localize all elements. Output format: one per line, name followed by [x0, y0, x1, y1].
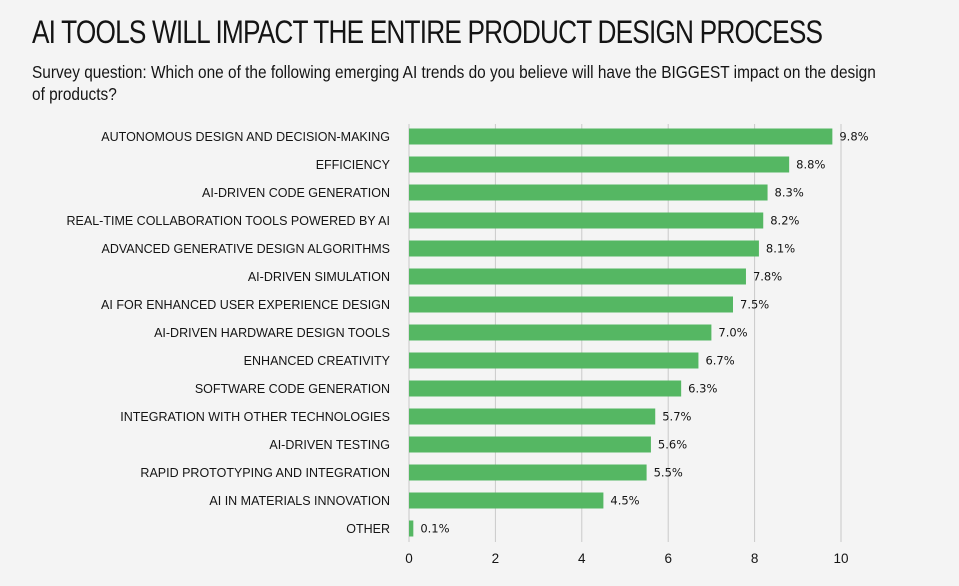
bar — [409, 240, 759, 257]
category-label: SOFTWARE CODE GENERATION — [195, 382, 390, 396]
x-axis-ticks: 0 2 4 6 8 10 — [405, 551, 848, 566]
category-label: AI IN MATERIALS INNOVATION — [209, 494, 390, 508]
category-label: REAL-TIME COLLABORATION TOOLS POWERED BY… — [67, 214, 390, 228]
category-labels: AUTONOMOUS DESIGN AND DECISION-MAKING EFF… — [67, 130, 391, 536]
bar — [409, 156, 790, 173]
category-label: RAPID PROTOTYPING AND INTEGRATION — [140, 466, 390, 480]
x-tick-label: 8 — [751, 551, 759, 566]
value-label: 5.7% — [662, 410, 691, 424]
bar — [409, 352, 699, 369]
x-tick-label: 6 — [664, 551, 672, 566]
value-label: 8.1% — [766, 242, 795, 256]
value-label: 9.8% — [839, 130, 868, 144]
value-label: 4.5% — [610, 494, 639, 508]
category-label: INTEGRATION WITH OTHER TECHNOLOGIES — [120, 410, 390, 424]
chart-subtitle: Survey question: Which one of the follow… — [32, 62, 876, 104]
bar — [409, 464, 647, 481]
bar — [409, 296, 733, 313]
category-label: AI-DRIVEN TESTING — [269, 438, 390, 452]
bar — [409, 268, 746, 285]
category-label: AI-DRIVEN HARDWARE DESIGN TOOLS — [154, 326, 390, 340]
bar — [409, 128, 833, 145]
bar — [409, 520, 414, 537]
value-label: 8.2% — [770, 214, 799, 228]
category-label: AI FOR ENHANCED USER EXPERIENCE DESIGN — [101, 298, 390, 312]
bar — [409, 436, 651, 453]
x-tick-label: 0 — [405, 551, 413, 566]
bars — [409, 128, 833, 537]
category-label: AI-DRIVEN SIMULATION — [248, 270, 390, 284]
value-label: 6.3% — [688, 382, 717, 396]
category-label: ENHANCED CREATIVITY — [244, 354, 391, 368]
value-label: 5.6% — [658, 438, 687, 452]
bar — [409, 492, 604, 509]
category-label: AI-DRIVEN CODE GENERATION — [202, 186, 390, 200]
x-tick-label: 4 — [578, 551, 586, 566]
value-label: 5.5% — [654, 466, 683, 480]
value-label: 8.3% — [775, 186, 804, 200]
value-label: 7.8% — [753, 270, 782, 284]
category-label: AUTONOMOUS DESIGN AND DECISION-MAKING — [101, 130, 390, 144]
value-label: 8.8% — [796, 158, 825, 172]
category-label: OTHER — [346, 522, 390, 536]
value-label: 7.5% — [740, 298, 769, 312]
bar — [409, 184, 768, 201]
bar — [409, 212, 764, 229]
value-label: 7.0% — [718, 326, 747, 340]
value-label: 0.1% — [420, 522, 449, 536]
chart-title: AI TOOLS WILL IMPACT THE ENTIRE PRODUCT … — [32, 14, 823, 50]
bar — [409, 324, 712, 341]
value-label: 6.7% — [705, 354, 734, 368]
bar — [409, 380, 682, 397]
bar — [409, 408, 656, 425]
x-tick-label: 2 — [492, 551, 500, 566]
x-tick-label: 10 — [833, 551, 848, 566]
category-label: ADVANCED GENERATIVE DESIGN ALGORITHMS — [102, 242, 390, 256]
value-labels: 9.8% 8.8% 8.3% 8.2% 8.1% 7.8% 7.5% 7.0% 6.7% 6.3%… — [420, 130, 868, 536]
category-label: EFFICIENCY — [316, 158, 391, 172]
